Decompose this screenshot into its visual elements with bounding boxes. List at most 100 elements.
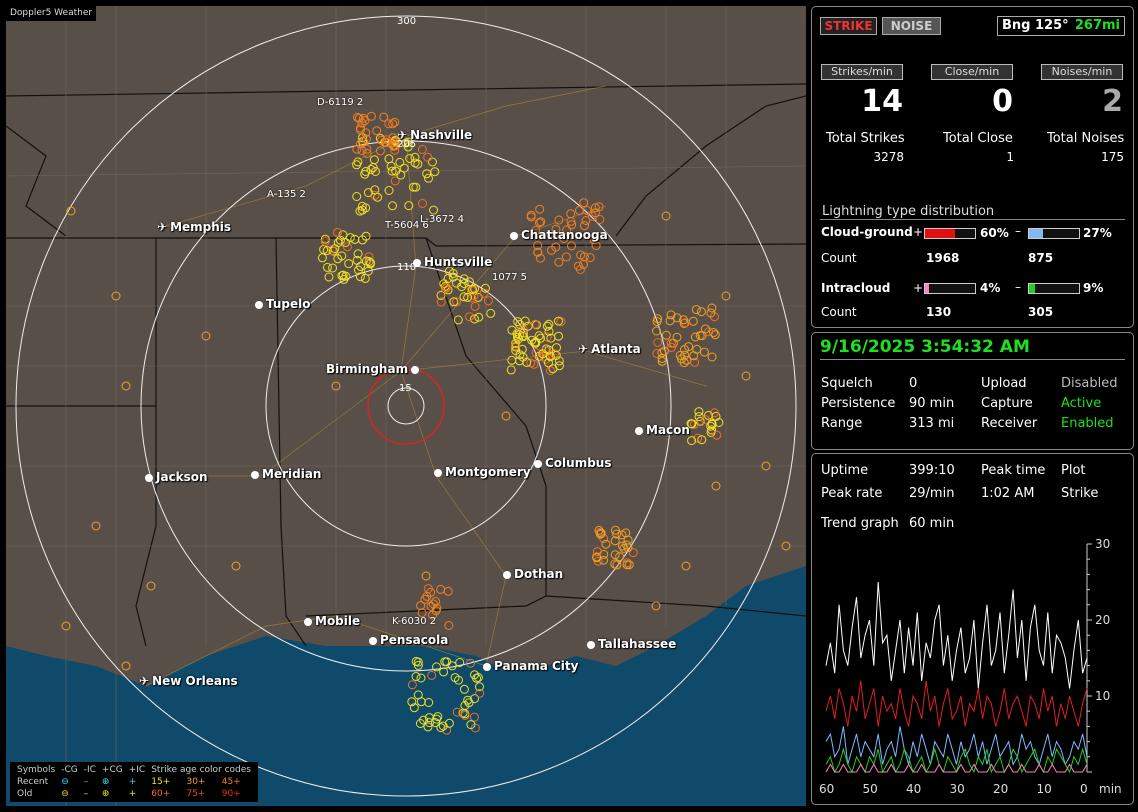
- minus-icon: –: [1015, 224, 1021, 238]
- city-montgomery[interactable]: Montgomery: [434, 466, 531, 478]
- city-dot-icon: [145, 473, 153, 482]
- strike-mode-button[interactable]: STRIKE: [820, 17, 877, 35]
- strike-symbol: [694, 407, 704, 417]
- strike-symbol: [531, 348, 541, 358]
- close-per-min-button[interactable]: Close/min: [931, 64, 1013, 80]
- city-tallahassee[interactable]: Tallahassee: [587, 638, 676, 650]
- x-tick-label: 60: [819, 782, 834, 796]
- city-new-orleans[interactable]: ✈ New Orleans: [139, 674, 238, 688]
- strike-symbol: [681, 561, 691, 571]
- age-45: 45+: [221, 777, 241, 787]
- noise-mode-button[interactable]: NOISE: [882, 17, 941, 35]
- city-tupelo[interactable]: Tupelo: [255, 298, 311, 310]
- city-dothan[interactable]: Dothan: [503, 568, 563, 580]
- squelch-label: Squelch: [821, 376, 873, 391]
- strike-symbol: [386, 161, 396, 171]
- ic-negative-count: 305: [1028, 305, 1054, 319]
- legend-header-symbols: Symbols: [17, 765, 56, 775]
- strike-symbol: [554, 215, 564, 225]
- strikes-per-min-button[interactable]: Strikes/min: [821, 64, 903, 80]
- strike-symbol: [366, 165, 376, 174]
- strike-symbol: [507, 355, 517, 365]
- city-panama-city[interactable]: Panama City: [483, 660, 578, 672]
- radar-map[interactable]: Doppler5 Weather 300 205 110 15 ✈ Nashvil…: [6, 6, 806, 806]
- trend-series-line: [825, 680, 1088, 727]
- city-chattanooga[interactable]: Chattanooga: [510, 229, 608, 241]
- trend-series-line: [825, 747, 1088, 774]
- strike-symbol: [703, 410, 713, 420]
- strike-symbol: [449, 297, 459, 307]
- strike-symbol: [511, 338, 521, 348]
- city-birmingham[interactable]: Birmingham: [326, 363, 420, 375]
- strike-symbol: [610, 559, 620, 569]
- city-jackson[interactable]: Jackson: [145, 471, 208, 483]
- strike-symbol: [424, 718, 434, 728]
- strike-symbol: [469, 291, 479, 301]
- noises-per-min-button[interactable]: Noises/min: [1041, 64, 1123, 80]
- strike-symbol: [391, 166, 401, 176]
- strike-symbol: [410, 158, 420, 168]
- squelch-value[interactable]: 0: [909, 376, 918, 391]
- strike-symbol: [687, 436, 697, 446]
- range-value[interactable]: 313 mi: [909, 416, 955, 431]
- strike-symbol: [424, 698, 434, 707]
- strike-symbol: [452, 297, 461, 307]
- city-columbus[interactable]: Columbus: [534, 457, 612, 469]
- cg-positive-count: 1968: [926, 251, 960, 265]
- city-memphis[interactable]: ✈ Memphis: [157, 220, 232, 234]
- strike-symbol: [333, 254, 343, 264]
- neg-ic-old-icon: –: [83, 789, 89, 799]
- minus-icon: –: [1015, 280, 1021, 294]
- strike-symbol: [324, 272, 334, 282]
- capture-status[interactable]: Active: [1061, 396, 1102, 411]
- age-90: 90+: [221, 789, 241, 799]
- map-canvas: [6, 6, 806, 806]
- upload-status[interactable]: Disabled: [1061, 376, 1118, 391]
- strike-symbol: [552, 343, 561, 353]
- strike-symbol: [460, 710, 470, 720]
- strike-symbol: [667, 342, 676, 352]
- neg-ic-recent-icon: –: [83, 777, 89, 787]
- city-atlanta[interactable]: ✈ Atlanta: [578, 342, 641, 356]
- strike-symbol: [441, 284, 450, 294]
- strike-symbol: [463, 292, 473, 302]
- upload-label: Upload: [981, 376, 1027, 391]
- strike-symbol: [360, 169, 370, 179]
- strike-symbol: [420, 594, 430, 604]
- city-meridian[interactable]: Meridian: [251, 468, 321, 480]
- strike-symbol: [440, 281, 450, 291]
- strike-symbol: [358, 113, 368, 123]
- strike-symbol: [530, 338, 539, 348]
- strike-symbol: [531, 225, 541, 235]
- city-macon[interactable]: Macon: [635, 424, 690, 436]
- city-pensacola[interactable]: Pensacola: [369, 634, 448, 646]
- strike-symbol: [436, 584, 446, 594]
- strike-symbol: [353, 249, 363, 259]
- age-75: 75+: [186, 789, 206, 799]
- strike-symbol: [709, 328, 719, 337]
- peak-time-label: Peak time: [981, 463, 1046, 478]
- receiver-status[interactable]: Enabled: [1061, 416, 1114, 431]
- strike-symbol: [404, 201, 414, 211]
- strike-symbol: [361, 203, 371, 213]
- strike-symbol: [421, 571, 431, 581]
- ic-count-label: Count: [821, 305, 857, 319]
- strike-symbol: [408, 182, 418, 192]
- city-nashville[interactable]: ✈ Nashville: [397, 128, 473, 142]
- legend-header-pos-ic: +IC: [128, 765, 146, 775]
- city-huntsville[interactable]: Huntsville: [413, 256, 492, 268]
- persistence-label: Persistence: [821, 396, 896, 411]
- strikes-per-min-value: 14: [861, 84, 903, 119]
- strike-symbol: [581, 216, 591, 225]
- plot-type-value[interactable]: Strike: [1061, 486, 1099, 501]
- strike-symbol: [538, 349, 548, 359]
- strike-symbol: [610, 525, 620, 535]
- strike-symbol: [506, 365, 516, 375]
- city-dot-icon: [510, 231, 518, 240]
- strike-symbol: [430, 167, 440, 177]
- trend-window-value[interactable]: 60 min: [909, 516, 955, 531]
- strike-symbol: [440, 657, 450, 667]
- strike-symbol: [388, 119, 398, 129]
- persistence-value[interactable]: 90 min: [909, 396, 955, 411]
- city-mobile[interactable]: Mobile: [304, 615, 360, 627]
